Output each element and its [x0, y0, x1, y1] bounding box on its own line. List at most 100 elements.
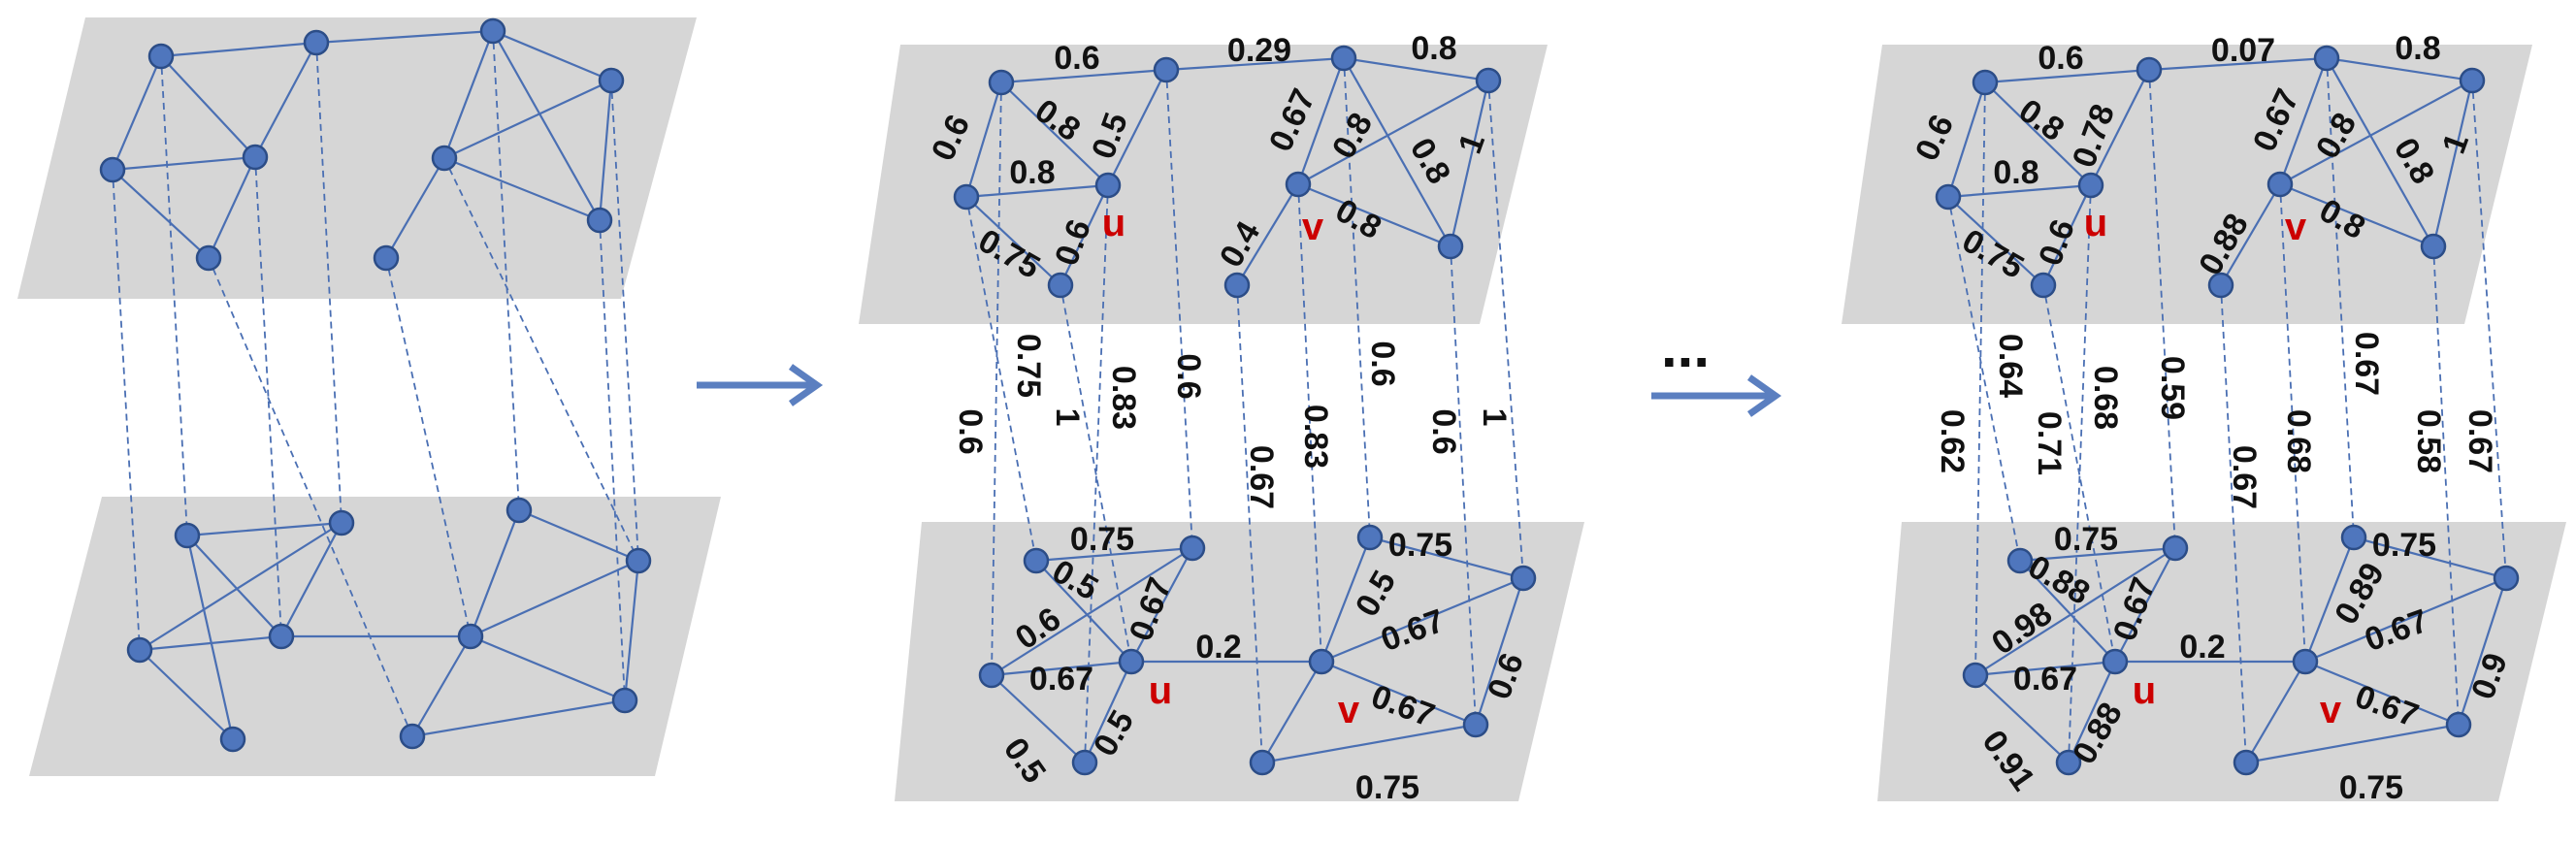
- panel1-inter-edge-3: [112, 169, 141, 651]
- panel3-bottom-weight-label-5: 0.2: [2179, 629, 2225, 665]
- panel3-inter-weight-label-4: 0.59: [2154, 356, 2191, 420]
- panel2-bottom-node-4: [1118, 648, 1145, 675]
- panel3-top-edge-9: [2279, 80, 2473, 185]
- panel3-bottom-weight-label-8: 0.75: [2372, 527, 2436, 564]
- panel3-top-node-1: [2136, 56, 2163, 83]
- panel2-inter-edge-8: [1450, 245, 1477, 726]
- panel1-top-node-0: [147, 43, 175, 70]
- panel3-bottom-edge-3: [1974, 547, 2176, 676]
- panel1-top-node-8: [373, 244, 400, 272]
- panel1-inter-edge-9: [599, 219, 626, 701]
- panel2-bottom-edge-2: [1130, 547, 1193, 663]
- panel1-top-node-6: [598, 67, 625, 94]
- panel2-bottom-edge-8: [1369, 536, 1524, 580]
- panel1-bottom-node-7: [219, 726, 246, 753]
- panel1-top-edge-10: [443, 80, 612, 159]
- panel2-inter-weight-label-3: 0.83: [1105, 366, 1142, 430]
- panel1-bottom-edge-3: [185, 535, 235, 740]
- panel2-top-node-8: [1223, 272, 1251, 299]
- panel1-bottom-edge-11: [470, 634, 626, 702]
- panel1-inter-edge-4: [254, 156, 282, 637]
- panel2-inter-edge-1: [965, 196, 1037, 562]
- panel2-inter-weight-label-0: 0.6: [952, 408, 989, 454]
- panel2-top-edge-3: [964, 81, 1003, 198]
- panel2-inter-edge-5: [1236, 284, 1263, 763]
- panel2-inter-weight-label-1: 0.75: [1010, 334, 1047, 398]
- panel2-bottom-edge-11: [991, 674, 1086, 763]
- panel3-bottom-u-label: u: [2133, 669, 2156, 712]
- panel3-bottom-edge-14: [2245, 723, 2460, 764]
- panel2-bottom-edge-13: [1261, 661, 1322, 763]
- panel2-bottom-edge-7: [1321, 576, 1524, 664]
- panel3-inter-weight-label-5: 0.67: [2226, 445, 2263, 509]
- panel2-inter-weight-label-7: 0.6: [1364, 341, 1401, 386]
- panel2-bottom-edge-14: [1261, 723, 1477, 764]
- panel1-bottom-node-4: [268, 623, 295, 650]
- panel1-bottom-edge-13: [411, 635, 472, 737]
- panel1-bottom-edge-14: [411, 698, 626, 738]
- panel3-top-weight-label-1: 0.07: [2211, 32, 2275, 69]
- panel2-top-node-1: [1153, 56, 1180, 83]
- panel1-bottom-node-2: [505, 497, 533, 524]
- panel2-top-node-0: [988, 69, 1015, 96]
- panel1-bottom-node-1: [328, 509, 355, 536]
- panel2-inter-weight-label-4: 0.6: [1170, 353, 1207, 399]
- panel2-inter-edge-6: [1297, 183, 1322, 663]
- panel1-bottom-node-5: [457, 623, 484, 650]
- panel2-inter-edge-9: [1487, 80, 1524, 579]
- panel2-bottom-node-5: [1308, 648, 1335, 675]
- panel3-inter-edge-6: [2279, 183, 2306, 663]
- panel3-inter-edge-4: [2148, 69, 2176, 549]
- panel2-bottom-node-1: [1179, 535, 1206, 562]
- panel3-top-weight-label-2: 0.8: [2395, 30, 2440, 67]
- panel1-top-node-5: [431, 145, 458, 172]
- panel2-inter-weight-label-9: 1: [1476, 408, 1513, 427]
- panel3-top-node-7: [2030, 272, 2057, 299]
- panel3-top-node-0: [1972, 69, 1999, 96]
- panel3-top-plane: [1842, 45, 2532, 324]
- panel1-top-node-4: [242, 144, 269, 171]
- panel3-inter-weight-label-0: 0.62: [1934, 409, 1971, 473]
- panel1-bottom-edge-2: [280, 522, 342, 637]
- panel1-top-node-2: [479, 17, 506, 45]
- panel3-bottom-weight-label-0: 0.75: [2054, 521, 2118, 558]
- panel1-inter-edge-7: [208, 257, 413, 737]
- panel3-bottom-node-5: [2292, 648, 2319, 675]
- panel2-bottom-weight-label-13: 0.75: [1355, 769, 1419, 806]
- panel2-bottom-weight-label-4: 0.67: [1029, 661, 1093, 698]
- panel2-bottom-node-0: [1023, 547, 1050, 574]
- panel3-top-node-5: [2266, 171, 2294, 198]
- panel3-bottom-edge-0: [2019, 546, 2176, 563]
- arrows-and-markers: ...: [697, 314, 1782, 417]
- panel1-bottom-edge-4: [139, 634, 282, 652]
- panel3-bottom-edge-1: [2019, 560, 2116, 663]
- panel2-top-edge-13: [1236, 183, 1299, 286]
- panel3-inter-weight-label-9: 0.67: [2462, 409, 2498, 473]
- panel3-bottom-edge-11: [1974, 674, 2070, 763]
- panel1-bottom-edge-8: [469, 509, 521, 637]
- panel3-inter-edge-9: [2471, 80, 2507, 579]
- panel3-bottom-node-9: [2445, 711, 2472, 738]
- panel3-top-edge-10: [1947, 183, 2092, 199]
- panel1-top-node-9: [586, 207, 613, 234]
- panel1-bottom-node-8: [399, 723, 426, 750]
- panel3-bottom-node-7: [2055, 749, 2082, 776]
- panel3-inter-edge-2: [2042, 284, 2116, 663]
- panel3-top-edge-8: [2431, 80, 2474, 247]
- panel1-bottom-node-0: [174, 522, 201, 549]
- panel3-top-u-label: u: [2084, 202, 2107, 244]
- panel3-bottom-node-8: [2233, 749, 2260, 776]
- panel3-bottom-edge-7: [2304, 576, 2507, 664]
- panel2-top-node-3: [953, 183, 980, 211]
- panel2-top-edge-11: [965, 196, 1061, 286]
- panel2-top-edge-6: [1296, 57, 1346, 185]
- panel2-top-edge-8: [1449, 80, 1490, 247]
- panel2-top-edge-9: [1297, 80, 1489, 185]
- panel1-bottom-edge-0: [186, 521, 342, 537]
- panel1-bottom-edge-9: [470, 559, 639, 638]
- panel1-top-edge-13: [492, 30, 601, 221]
- panel1-top-edge-11: [443, 156, 601, 222]
- panel2-bottom-edge-3: [991, 547, 1193, 676]
